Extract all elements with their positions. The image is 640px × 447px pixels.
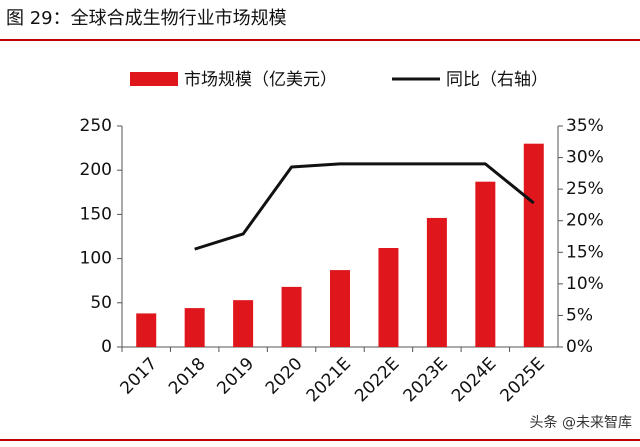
bar <box>330 270 350 347</box>
x-tick-label: 2021E <box>303 354 355 406</box>
x-tick-label: 2025E <box>497 354 549 406</box>
y2-tick-label: 5% <box>566 305 593 325</box>
legend-swatch <box>130 72 178 86</box>
legend-label: 市场规模（亿美元） <box>184 70 337 90</box>
y-tick-label: 0 <box>101 337 112 357</box>
y-tick-label: 250 <box>80 116 112 136</box>
x-tick-label: 2020 <box>262 354 307 399</box>
x-tick-label: 2023E <box>400 354 452 406</box>
y2-tick-label: 25% <box>566 179 604 199</box>
y-tick-label: 150 <box>80 204 112 224</box>
line <box>194 162 535 251</box>
bar <box>136 313 157 347</box>
bar <box>233 300 254 347</box>
y2-tick-label: 0% <box>566 337 593 357</box>
x-tick-label: 2017 <box>117 354 162 399</box>
y2-tick-label: 30% <box>566 148 604 168</box>
bar <box>475 181 496 347</box>
y-tick-label: 200 <box>80 160 112 180</box>
bar <box>523 143 544 347</box>
y-tick-label: 50 <box>90 293 112 313</box>
y-tick-label: 100 <box>80 249 112 269</box>
y2-tick-label: 35% <box>566 116 604 136</box>
x-tick-label: 2022E <box>351 354 403 406</box>
y2-tick-label: 10% <box>566 274 604 294</box>
y2-tick-label: 20% <box>566 211 604 231</box>
bar <box>426 217 447 347</box>
bar <box>281 286 302 347</box>
legend-label: 同比（右轴） <box>446 70 548 90</box>
bar <box>184 308 205 347</box>
y2-tick-label: 15% <box>566 242 604 262</box>
watermark: 头条 @未来智库 <box>530 414 632 431</box>
x-tick-label: 2024E <box>448 354 500 406</box>
x-tick-label: 2019 <box>213 354 258 399</box>
bar <box>378 247 399 347</box>
x-tick-label: 2018 <box>165 354 210 399</box>
chart-title: 图 29：全球合成生物行业市场规模 <box>6 8 287 29</box>
